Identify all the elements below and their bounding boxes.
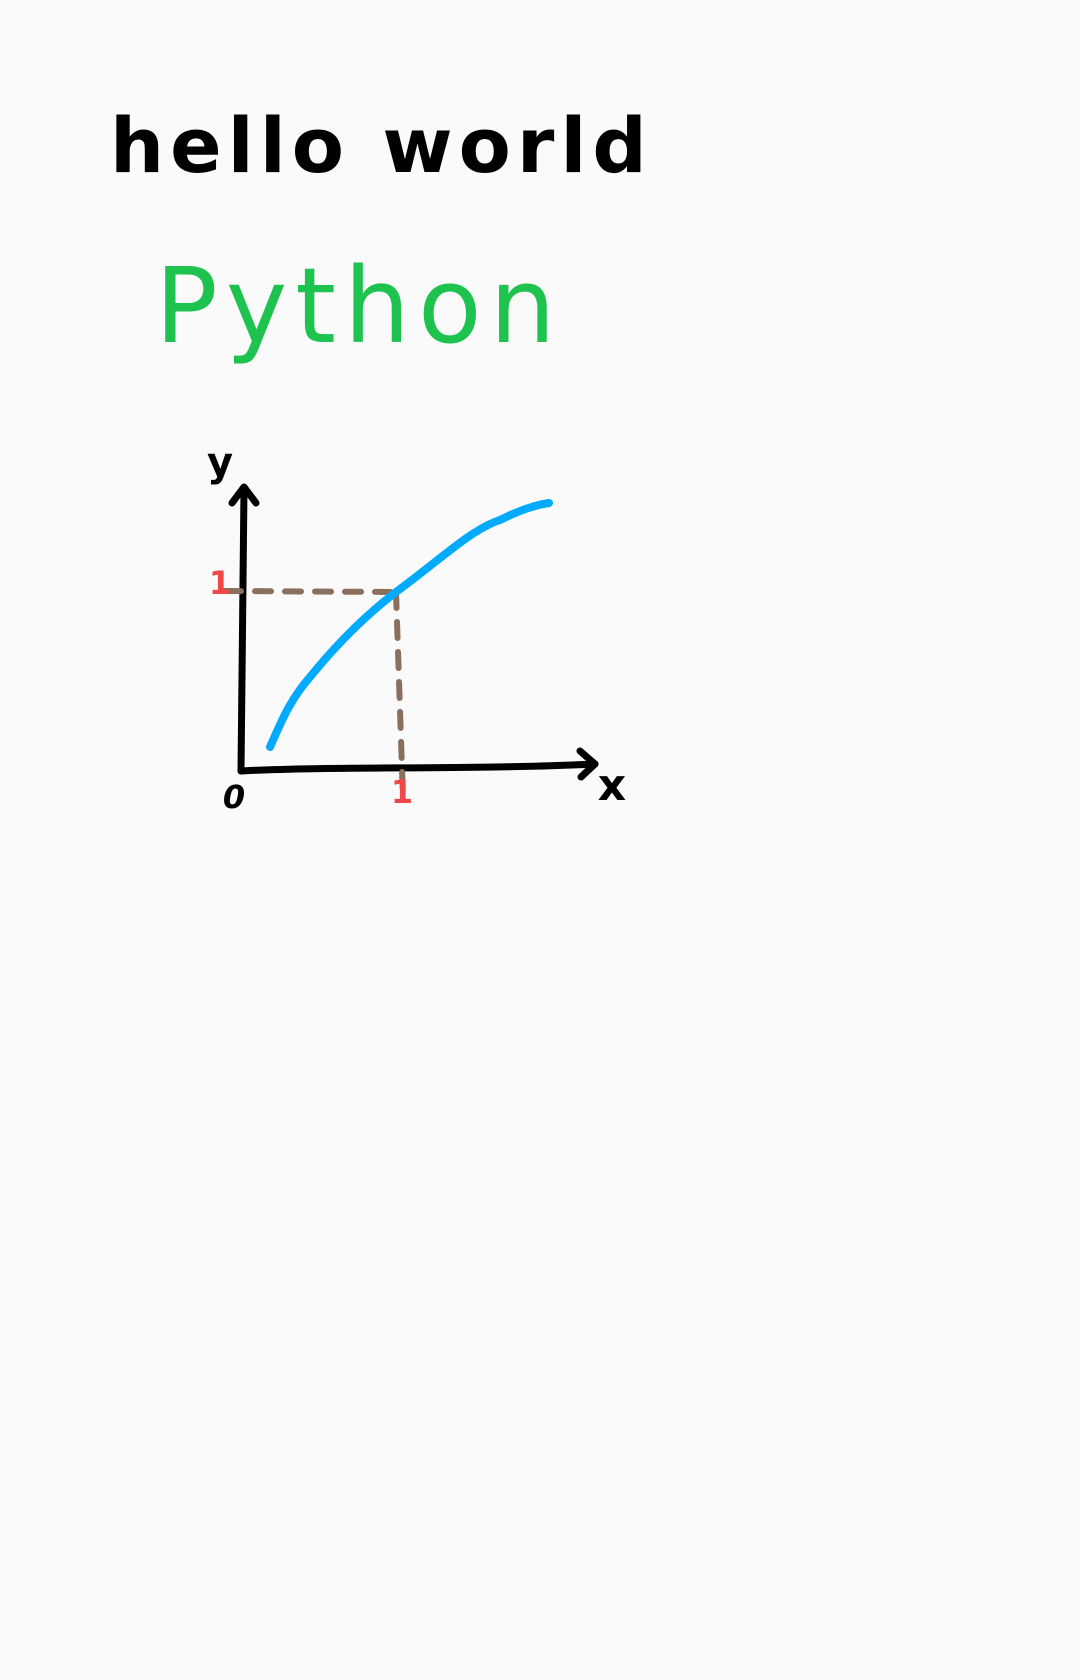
x-axis-arrow bbox=[576, 747, 599, 781]
axis-label: x bbox=[598, 760, 626, 811]
handwritten-text: hello world bbox=[110, 101, 653, 190]
y-axis bbox=[237, 485, 248, 775]
tick-label: 1 bbox=[209, 564, 231, 602]
axis-label: y bbox=[207, 440, 233, 486]
tick-label: 1 bbox=[391, 773, 413, 811]
handwritten-text: Python bbox=[155, 245, 564, 367]
origin-label: 0 bbox=[223, 778, 245, 816]
x-axis bbox=[237, 760, 599, 775]
curve bbox=[266, 499, 553, 751]
guide-line bbox=[393, 589, 406, 801]
y-axis-arrow bbox=[228, 483, 260, 507]
guide-line bbox=[222, 588, 399, 595]
